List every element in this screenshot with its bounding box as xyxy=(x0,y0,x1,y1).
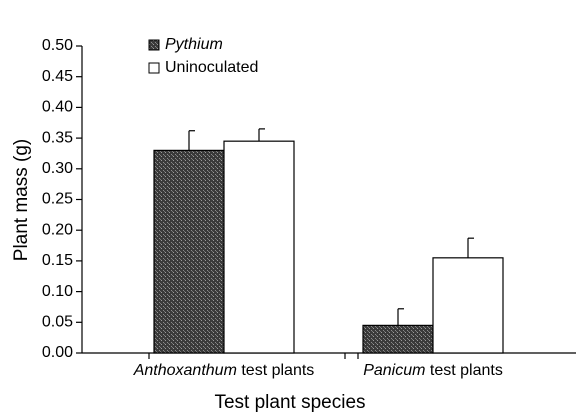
bar xyxy=(432,257,504,354)
y-tick-label: 0.10 xyxy=(42,283,73,300)
y-axis-label: Plant mass (g) xyxy=(11,139,32,261)
x-tick-label: Panicum test plants xyxy=(363,362,503,379)
y-tick-label: 0.00 xyxy=(42,344,73,361)
y-tick-label: 0.45 xyxy=(42,68,73,85)
bar xyxy=(153,149,225,354)
legend-swatch xyxy=(148,39,160,51)
y-tick-label: 0.40 xyxy=(42,99,73,116)
y-tick-label: 0.35 xyxy=(42,129,73,146)
y-tick-label: 0.25 xyxy=(42,191,73,208)
y-tick-label: 0.20 xyxy=(42,221,73,238)
y-tick-label: 0.50 xyxy=(42,37,73,54)
x-tick-label: Anthoxanthum test plants xyxy=(133,362,315,379)
bar xyxy=(223,140,295,354)
legend-label: Uninoculated xyxy=(165,59,258,76)
bar xyxy=(362,324,434,354)
y-tick-label: 0.30 xyxy=(42,160,73,177)
legend-swatch xyxy=(148,62,160,74)
legend-label: Pythium xyxy=(165,36,223,53)
y-tick-label: 0.15 xyxy=(42,252,73,269)
x-axis-label: Test plant species xyxy=(214,392,365,413)
y-tick-label: 0.05 xyxy=(42,314,73,331)
